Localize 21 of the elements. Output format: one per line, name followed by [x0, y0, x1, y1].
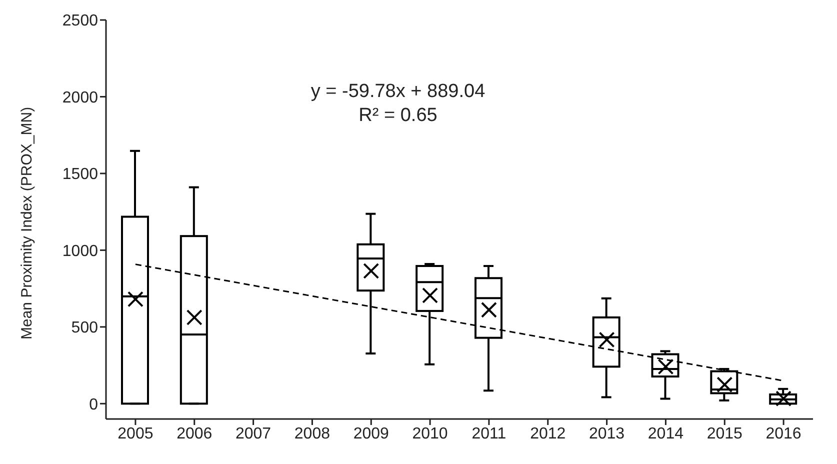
x-tick-label: 2008: [294, 425, 330, 442]
y-axis-title: Mean Proximity Index (PROX_MN): [18, 106, 36, 340]
x-tick-label: 2015: [706, 425, 743, 442]
annotation: R² = 0.65: [358, 104, 438, 128]
y-tick-label: 2000: [62, 89, 98, 106]
x-tick-label: 2013: [588, 425, 625, 442]
x-tick-label: 2009: [353, 425, 390, 442]
x-tick-label: 2010: [412, 425, 448, 442]
x-tick-label: 2014: [648, 425, 684, 442]
x-tick-label: 2012: [530, 425, 566, 442]
y-tick-label: 1000: [62, 242, 98, 260]
x-tick-label: 2005: [118, 425, 154, 442]
x-tick-label: 2011: [472, 425, 506, 442]
x-tick-label: 2016: [766, 425, 802, 442]
y-tick-label: 0: [89, 396, 98, 414]
x-tick-label: 2007: [235, 425, 272, 442]
y-tick-label: 500: [71, 320, 98, 337]
x-tick-label: 2006: [176, 425, 212, 442]
annotation: y = -59.78x + 889.04: [310, 80, 486, 104]
y-tick-label: 2500: [62, 12, 98, 30]
y-tick-label: 1500: [62, 166, 98, 184]
